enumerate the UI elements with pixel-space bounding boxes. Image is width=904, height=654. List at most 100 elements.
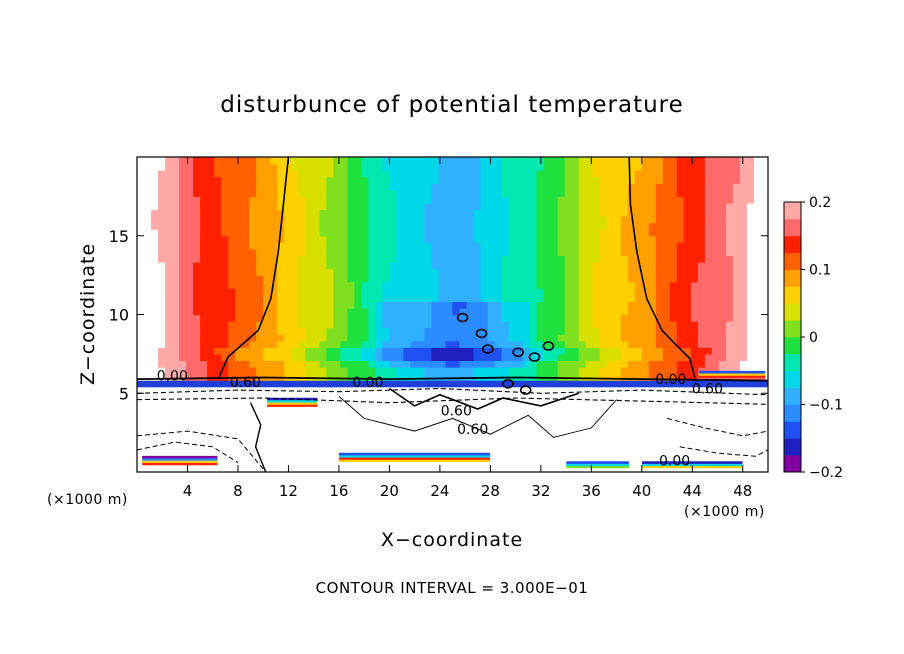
field-cell [606,255,615,263]
field-cell [312,412,320,421]
x-axis: 4 8 12 16 20 24 28 32 36 40 44 48 [183,157,752,500]
field-cell [382,340,390,348]
field-cell [550,235,559,243]
field-cell [669,347,678,355]
field-cell [557,340,566,348]
field-cell [186,439,194,447]
field-cell [536,242,545,250]
field-cell [669,275,678,283]
field-cell [599,412,608,421]
field-cell [690,412,699,421]
field-cell [732,229,741,237]
field-cell [585,406,594,414]
field-cell [347,301,355,309]
field-cell [557,301,566,309]
field-cell [396,202,405,211]
field-cell [578,209,587,217]
field-cell [620,209,629,217]
field-cell [249,222,257,230]
field-cell [564,268,573,276]
field-cell [326,452,334,460]
field-cell [207,327,215,335]
field-cell [508,458,517,467]
field-cell [319,399,327,407]
field-cell [347,465,355,472]
field-cell [424,406,433,414]
field-cell [361,307,369,316]
field-cell [403,262,412,270]
field-cell [697,432,706,440]
field-cell [452,386,461,394]
colorbar-swatch [784,353,801,372]
field-cell [753,321,762,329]
field-cell [151,216,159,224]
field-cell [585,380,594,388]
field-cell [179,209,187,217]
field-cell [606,439,615,447]
field-cell [487,288,496,296]
field-cell [599,327,608,335]
field-cell [634,393,643,401]
field-cell [165,393,173,401]
field-cell [284,229,292,237]
field-cell [179,353,187,362]
field-cell [410,170,419,178]
field-cell [242,327,250,335]
field-cell [613,334,622,342]
field-cell [137,255,145,263]
field-cell [291,262,299,270]
field-cell [641,196,650,204]
field-cell [256,465,264,472]
field-cell [431,373,440,381]
field-cell [711,367,720,375]
field-cell [354,399,362,407]
field-cell [459,301,468,309]
field-cell [200,367,208,375]
field-cell [214,393,222,401]
field-cell [165,255,173,263]
field-cell [172,189,180,197]
field-cell [662,347,671,355]
field-cell [242,321,250,329]
field-cell [655,452,664,460]
field-cell [228,426,236,434]
field-cell [158,262,166,270]
field-cell [641,380,650,388]
field-cell [760,367,768,375]
field-cell [277,189,285,197]
field-cell [669,373,678,381]
field-cell [354,380,362,388]
field-cell [704,393,713,401]
field-cell [354,209,362,217]
field-cell [473,334,482,342]
field-cell [375,242,383,250]
field-cell [634,163,643,171]
field-cell [228,288,236,296]
field-cell [291,439,299,447]
field-cell [529,307,538,316]
field-cell [690,170,699,178]
field-cell [529,268,538,276]
field-cell [312,255,320,263]
field-cell [172,157,180,165]
field-cell [711,321,720,329]
field-cell [487,262,496,270]
field-cell [557,176,566,184]
field-cell [760,301,768,309]
field-cell [305,432,313,440]
field-cell [606,406,615,414]
field-cell [529,235,538,243]
field-cell [375,439,383,447]
field-cell [354,334,362,342]
field-cell [340,380,348,388]
field-cell [732,439,741,447]
field-cell [221,189,229,197]
field-cell [592,360,601,368]
field-cell [655,432,664,440]
field-cell [655,183,664,191]
field-cell [585,334,594,342]
field-cell [207,301,215,309]
field-cell [585,412,594,421]
field-cell [536,334,545,342]
field-cell [389,419,398,427]
